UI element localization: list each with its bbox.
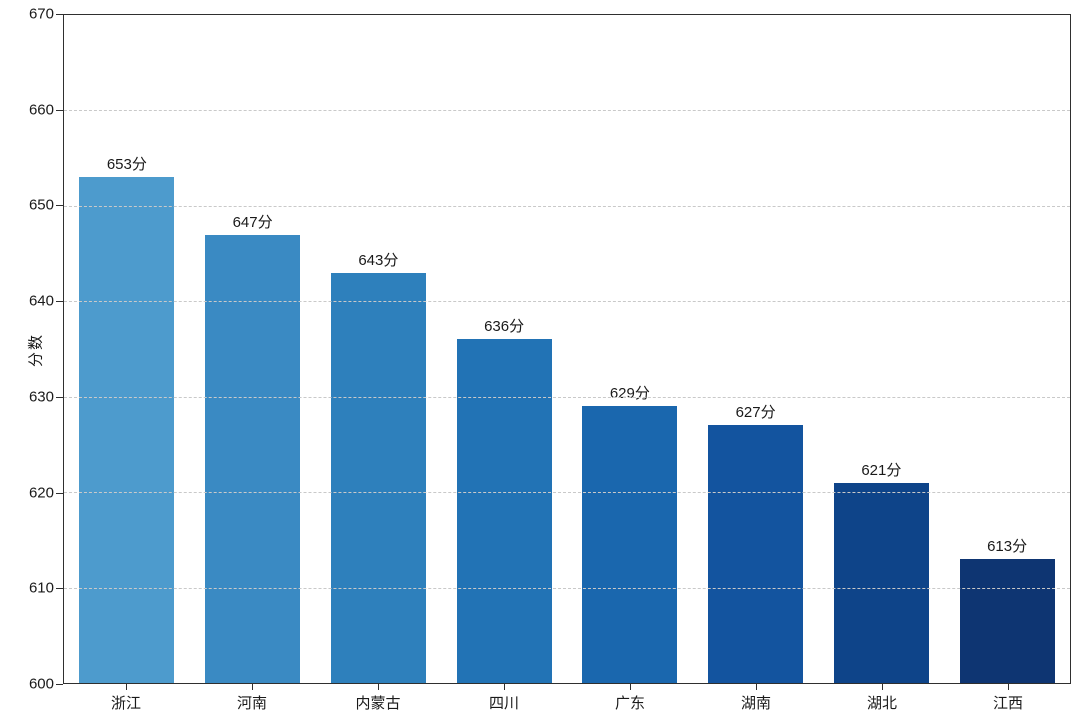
bar-value-label: 647分: [232, 213, 273, 231]
x-tick-mark: [504, 684, 505, 690]
x-tick-label-内蒙古: 内蒙古: [355, 695, 401, 712]
x-tick-mark: [1008, 684, 1009, 690]
y-tick-label: 620: [28, 484, 54, 502]
x-tick-label-湖北: 湖北: [866, 695, 897, 712]
gridline: [64, 492, 1070, 494]
gridline: [64, 587, 1070, 589]
x-tick-mark: [630, 684, 631, 690]
x-tick-label-广东: 广东: [614, 695, 645, 712]
bar-value-label: 613分: [987, 537, 1028, 555]
gridline: [64, 396, 1070, 398]
y-tick-mark: [56, 684, 63, 685]
y-tick-mark: [56, 14, 63, 15]
y-tick-mark: [56, 109, 63, 111]
bar-湖北: 621分: [833, 462, 929, 683]
y-axis-title: 分数: [27, 332, 45, 368]
x-tick-label-浙江: 浙江: [110, 695, 141, 712]
plot-area: 分数 653分 647分 643分 636分 629分 627分 621分 613分: [28, 14, 1071, 684]
y-tick-label: 640: [28, 292, 54, 310]
y-tick-label: 660: [28, 101, 54, 119]
x-tick-label-江西: 江西: [992, 695, 1023, 712]
bar-四川: 636分: [456, 318, 552, 683]
x-tick-mark: [882, 684, 883, 690]
bar-江西: 613分: [959, 538, 1055, 683]
x-tick-mark: [378, 684, 379, 690]
bar-广东: 629分: [582, 385, 678, 683]
y-tick-label: 630: [28, 388, 54, 406]
gridline: [64, 205, 1070, 207]
y-tick-label: 650: [28, 196, 54, 214]
gridline: [64, 301, 1070, 303]
y-tick-label: 600: [28, 675, 54, 693]
bar-内蒙古: 643分: [330, 252, 426, 683]
bar-河南: 647分: [205, 214, 301, 683]
bar-value-label: 621分: [861, 461, 902, 479]
gridline: [64, 110, 1070, 112]
y-tick-label: 610: [28, 579, 54, 597]
bar-value-label: 627分: [735, 404, 776, 422]
bar-湖南: 627分: [708, 404, 804, 683]
bar-value-label: 629分: [609, 385, 650, 403]
bar-浙江: 653分: [79, 156, 175, 683]
bar-value-label: 636分: [484, 318, 525, 336]
y-tick-mark: [56, 588, 63, 590]
x-tick-mark: [126, 684, 127, 690]
y-tick-label: 670: [28, 5, 54, 23]
y-tick-mark: [56, 396, 63, 398]
x-tick-label-湖南: 湖南: [740, 695, 771, 712]
y-tick-mark: [56, 492, 63, 494]
bar-value-label: 653分: [106, 156, 147, 174]
y-tick-mark: [56, 301, 63, 303]
y-tick-mark: [56, 205, 63, 207]
x-tick-mark: [756, 684, 757, 690]
x-tick-label-河南: 河南: [236, 695, 267, 712]
x-tick-label-四川: 四川: [488, 695, 519, 712]
x-tick-mark: [252, 684, 253, 690]
bar-value-label: 643分: [358, 251, 399, 269]
